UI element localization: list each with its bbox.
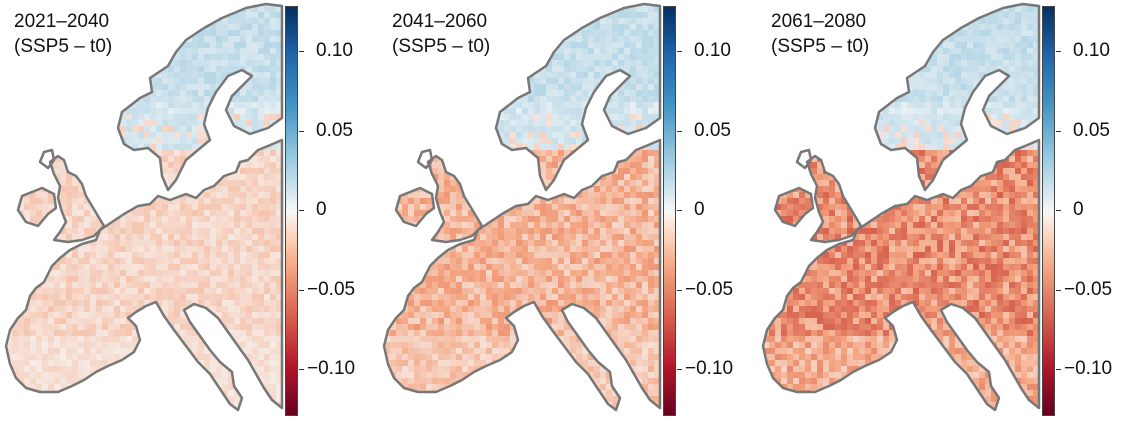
colorbar-tick (677, 210, 682, 211)
period-label: 2041–2060 (392, 11, 488, 32)
europe-map (761, 2, 1041, 412)
colorbar-tick (677, 51, 682, 52)
map-panel-1: 2021–2040 (SSP5 – t0) 0.10 0.05 0 −0.05 −0.10 (0, 0, 374, 423)
colorbar-tick (299, 289, 304, 291)
colorbar (663, 6, 676, 416)
europe-map (382, 2, 662, 412)
period-label: 2021–2040 (14, 11, 110, 32)
colorbar (1042, 6, 1055, 416)
colorbar-tick-label: 0.05 (1073, 119, 1110, 141)
colorbar-tick-label: 0 (694, 199, 705, 220)
period-label: 2061–2080 (771, 11, 867, 32)
coastline (4, 2, 284, 412)
colorbar-tick (299, 51, 304, 52)
coastline (761, 2, 1041, 412)
panel-title: 2041–2060 (SSP5 – t0) (392, 9, 490, 59)
colorbar-tick-label: 0.05 (694, 119, 731, 141)
colorbar-tick (677, 130, 682, 132)
anomaly-grid (384, 4, 660, 410)
colorbar-tick (1056, 289, 1061, 291)
europe-map (4, 2, 284, 412)
colorbar-tick-label: −0.10 (307, 358, 356, 379)
colorbar-tick (1056, 210, 1061, 211)
colorbar-tick-label: −0.05 (1064, 278, 1113, 300)
colorbar-tick-label: −0.10 (685, 358, 734, 379)
anomaly-grid (6, 4, 282, 410)
colorbar-tick (1056, 51, 1061, 52)
colorbar-tick (299, 210, 304, 211)
anomaly-grid (763, 4, 1039, 410)
colorbar-tick-label: −0.05 (685, 278, 734, 300)
panel-title: 2061–2080 (SSP5 – t0) (771, 9, 869, 59)
colorbar-tick (299, 369, 304, 370)
map-panel-2: 2041–2060 (SSP5 – t0) 0.10 0.05 0 −0.05 −0.10 (378, 0, 752, 423)
colorbar-tick-label: −0.05 (307, 278, 356, 300)
scenario-label: (SSP5 – t0) (392, 36, 491, 57)
colorbar-tick-label: 0.10 (694, 40, 731, 61)
colorbar-tick (677, 369, 682, 370)
colorbar-tick-label: −0.10 (1064, 358, 1113, 379)
colorbar-tick (677, 289, 682, 291)
map-panel-3: 2061–2080 (SSP5 – t0) 0.10 0.05 0 −0.05 −0.10 (757, 0, 1124, 423)
colorbar-tick-label: 0.10 (1073, 40, 1110, 61)
scenario-label: (SSP5 – t0) (14, 36, 113, 57)
colorbar-tick (1056, 369, 1061, 370)
colorbar-tick (299, 130, 304, 132)
colorbar-tick-label: 0.05 (316, 119, 353, 141)
colorbar-tick-label: 0 (316, 199, 327, 220)
panel-title: 2021–2040 (SSP5 – t0) (14, 9, 112, 59)
coastline (382, 2, 662, 412)
scenario-label: (SSP5 – t0) (771, 36, 870, 57)
colorbar-tick-label: 0 (1073, 199, 1084, 220)
colorbar-tick (1056, 130, 1061, 132)
colorbar (285, 6, 298, 416)
colorbar-tick-label: 0.10 (316, 40, 353, 61)
